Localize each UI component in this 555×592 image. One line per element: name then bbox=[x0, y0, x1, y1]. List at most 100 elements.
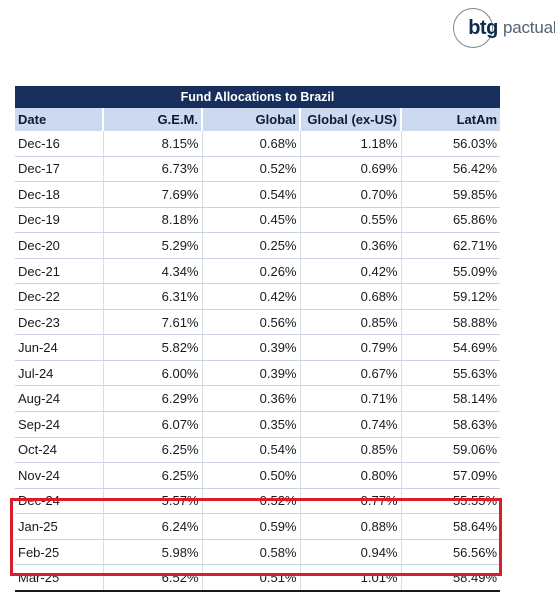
cell-global-ex-us: 1.18% bbox=[300, 131, 402, 157]
cell-global-ex-us: 0.74% bbox=[300, 411, 402, 438]
cell-date: Dec-23 bbox=[15, 309, 104, 336]
table-row: Aug-24 6.29% 0.36% 0.71% 58.14% bbox=[15, 385, 501, 413]
fund-allocations-table: Fund Allocations to Brazil Date G.E.M. G… bbox=[15, 86, 501, 592]
table-row: Jun-24 5.82% 0.39% 0.79% 54.69% bbox=[15, 334, 501, 361]
cell-global: 0.52% bbox=[202, 156, 301, 183]
column-header-latam: LatAm bbox=[401, 108, 501, 131]
table-row: Dec-18 7.69% 0.54% 0.70% 59.85% bbox=[15, 181, 501, 208]
cell-global-ex-us: 1.01% bbox=[300, 564, 402, 592]
logo-mark-text: btg bbox=[468, 16, 498, 39]
cell-date: Dec-24 bbox=[15, 488, 104, 515]
table-row: Mar-25 6.52% 0.51% 1.01% 58.49% bbox=[15, 564, 501, 592]
cell-latam: 59.06% bbox=[401, 437, 501, 464]
table-row: Dec-22 6.31% 0.42% 0.68% 59.12% bbox=[15, 283, 501, 310]
cell-global: 0.39% bbox=[202, 360, 301, 387]
cell-latam: 58.49% bbox=[401, 564, 501, 592]
cell-global: 0.36% bbox=[202, 385, 301, 413]
cell-date: Sep-24 bbox=[15, 411, 104, 438]
cell-global-ex-us: 0.68% bbox=[300, 283, 402, 310]
cell-date: Jan-25 bbox=[15, 513, 104, 540]
cell-latam: 54.69% bbox=[401, 334, 501, 361]
cell-latam: 59.85% bbox=[401, 181, 501, 208]
cell-global-ex-us: 0.69% bbox=[300, 156, 402, 183]
cell-gem: 6.52% bbox=[103, 564, 203, 592]
cell-latam: 55.55% bbox=[401, 488, 501, 515]
cell-global-ex-us: 0.36% bbox=[300, 232, 402, 259]
cell-date: Dec-16 bbox=[15, 131, 104, 157]
cell-latam: 56.42% bbox=[401, 156, 501, 183]
table-row: Dec-19 8.18% 0.45% 0.55% 65.86% bbox=[15, 207, 501, 234]
column-header-global: Global bbox=[202, 108, 301, 131]
cell-global-ex-us: 0.42% bbox=[300, 258, 402, 285]
cell-date: Nov-24 bbox=[15, 462, 104, 489]
cell-date: Dec-21 bbox=[15, 258, 104, 285]
cell-global: 0.42% bbox=[202, 283, 301, 310]
cell-global-ex-us: 0.77% bbox=[300, 488, 402, 515]
cell-gem: 6.24% bbox=[103, 513, 203, 540]
btg-pactual-logo: btg pactual bbox=[453, 8, 555, 48]
cell-gem: 6.25% bbox=[103, 437, 203, 464]
column-header-global-ex-us: Global (ex-US) bbox=[300, 108, 402, 131]
column-header-gem: G.E.M. bbox=[103, 108, 203, 131]
cell-date: Aug-24 bbox=[15, 385, 104, 413]
btg-logo-mark: btg bbox=[453, 8, 498, 48]
cell-date: Dec-18 bbox=[15, 181, 104, 208]
table-row: Dec-23 7.61% 0.56% 0.85% 58.88% bbox=[15, 309, 501, 336]
cell-gem: 6.31% bbox=[103, 283, 203, 310]
cell-global: 0.50% bbox=[202, 462, 301, 489]
cell-global: 0.52% bbox=[202, 488, 301, 515]
cell-latam: 55.63% bbox=[401, 360, 501, 387]
cell-global: 0.56% bbox=[202, 309, 301, 336]
cell-global: 0.51% bbox=[202, 564, 301, 592]
cell-global: 0.26% bbox=[202, 258, 301, 285]
cell-global-ex-us: 0.55% bbox=[300, 207, 402, 234]
cell-gem: 5.82% bbox=[103, 334, 203, 361]
table-row: Jan-25 6.24% 0.59% 0.88% 58.64% bbox=[15, 513, 501, 540]
cell-gem: 6.25% bbox=[103, 462, 203, 489]
table-row: Dec-20 5.29% 0.25% 0.36% 62.71% bbox=[15, 232, 501, 259]
cell-date: Mar-25 bbox=[15, 564, 104, 592]
cell-global: 0.54% bbox=[202, 181, 301, 208]
cell-latam: 58.88% bbox=[401, 309, 501, 336]
cell-latam: 58.63% bbox=[401, 411, 501, 438]
cell-global: 0.35% bbox=[202, 411, 301, 438]
cell-latam: 58.14% bbox=[401, 385, 501, 413]
cell-global: 0.59% bbox=[202, 513, 301, 540]
table-body: Dec-16 8.15% 0.68% 1.18% 56.03% Dec-17 6.73% 0.… bbox=[15, 131, 501, 592]
cell-latam: 62.71% bbox=[401, 232, 501, 259]
cell-gem: 6.00% bbox=[103, 360, 203, 387]
cell-global-ex-us: 0.79% bbox=[300, 334, 402, 361]
cell-global-ex-us: 0.67% bbox=[300, 360, 402, 387]
cell-latam: 55.09% bbox=[401, 258, 501, 285]
cell-date: Jul-24 bbox=[15, 360, 104, 387]
cell-gem: 5.57% bbox=[103, 488, 203, 515]
cell-date: Oct-24 bbox=[15, 437, 104, 464]
cell-global: 0.58% bbox=[202, 539, 301, 566]
cell-gem: 8.18% bbox=[103, 207, 203, 234]
cell-gem: 6.73% bbox=[103, 156, 203, 183]
cell-date: Dec-17 bbox=[15, 156, 104, 183]
cell-latam: 65.86% bbox=[401, 207, 501, 234]
table-row: Oct-24 6.25% 0.54% 0.85% 59.06% bbox=[15, 437, 501, 464]
cell-gem: 6.29% bbox=[103, 385, 203, 413]
fund-allocations-table-container: Fund Allocations to Brazil Date G.E.M. G… bbox=[15, 86, 501, 592]
cell-gem: 7.61% bbox=[103, 309, 203, 336]
cell-date: Dec-22 bbox=[15, 283, 104, 310]
cell-latam: 58.64% bbox=[401, 513, 501, 540]
cell-global-ex-us: 0.70% bbox=[300, 181, 402, 208]
cell-gem: 8.15% bbox=[103, 131, 203, 157]
cell-date: Dec-20 bbox=[15, 232, 104, 259]
cell-global-ex-us: 0.85% bbox=[300, 309, 402, 336]
cell-global: 0.39% bbox=[202, 334, 301, 361]
cell-latam: 57.09% bbox=[401, 462, 501, 489]
table-row: Sep-24 6.07% 0.35% 0.74% 58.63% bbox=[15, 411, 501, 438]
cell-global: 0.25% bbox=[202, 232, 301, 259]
cell-latam: 56.56% bbox=[401, 539, 501, 566]
cell-global-ex-us: 0.85% bbox=[300, 437, 402, 464]
cell-gem: 6.07% bbox=[103, 411, 203, 438]
cell-global: 0.68% bbox=[202, 131, 301, 157]
cell-global: 0.45% bbox=[202, 207, 301, 234]
table-row: Dec-17 6.73% 0.52% 0.69% 56.42% bbox=[15, 156, 501, 183]
cell-global-ex-us: 0.71% bbox=[300, 385, 402, 413]
cell-global: 0.54% bbox=[202, 437, 301, 464]
